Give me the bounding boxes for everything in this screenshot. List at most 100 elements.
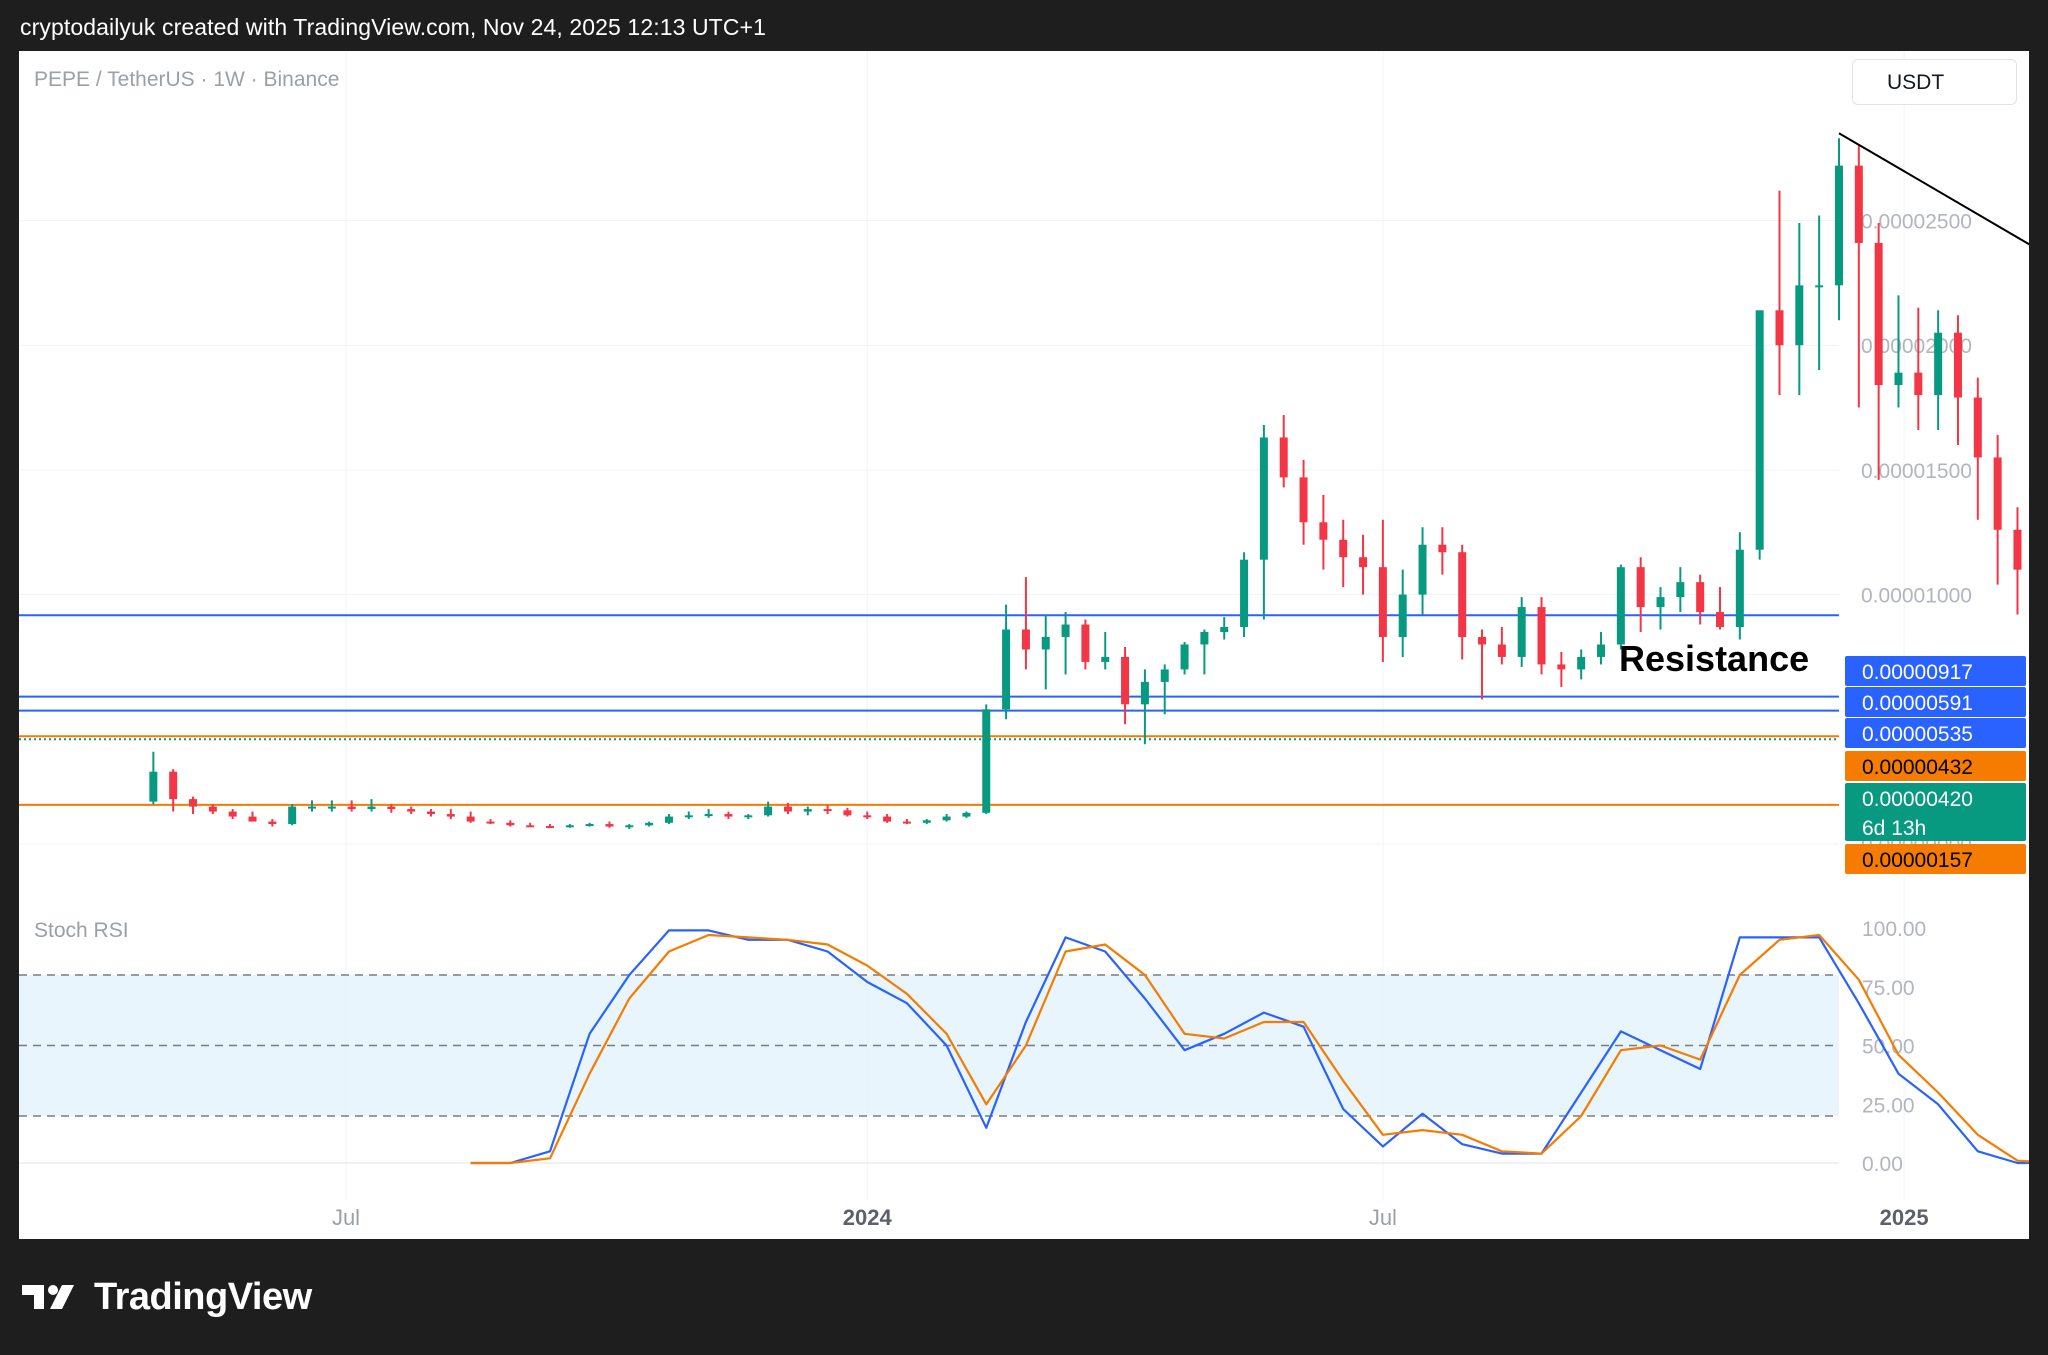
price-grid: [19, 51, 1905, 1201]
candle: [1319, 494, 1328, 570]
candle: [1140, 669, 1149, 745]
candle: [863, 811, 872, 820]
price-label-level-blue: 0.00000591: [1845, 687, 2026, 717]
candle: [308, 800, 317, 812]
currency-button[interactable]: USDT: [1852, 59, 2017, 105]
candle-body: [1517, 607, 1526, 657]
time-axis-tick: Jul: [332, 1205, 360, 1230]
candle-body: [1101, 656, 1110, 662]
price-label-text: 0.00000917: [1862, 661, 1973, 684]
price-axis-tick: 0.00001500: [1861, 460, 1972, 483]
candle-body: [1934, 332, 1943, 396]
candle-body: [1577, 656, 1586, 670]
candle-body: [1378, 567, 1387, 637]
price-label-text: 0.00000420: [1862, 788, 1973, 811]
candle-body: [942, 816, 951, 821]
price-label-bg: [1845, 687, 2026, 717]
candle: [744, 814, 753, 820]
candle: [1041, 614, 1050, 690]
candle-body: [327, 806, 336, 809]
candle: [1914, 307, 1923, 430]
chart-panel[interactable]: 0.00002500 0.00002000 0.00001500 0.00001000…: [19, 51, 2029, 1239]
candle-body: [407, 809, 416, 812]
candle: [823, 805, 832, 815]
candle: [1061, 612, 1070, 675]
candle: [407, 806, 416, 815]
chart-attribution: cryptodailyuk created with TradingView.c…: [20, 14, 766, 40]
price-label-level-orange: 0.00000157: [1845, 844, 2026, 874]
candle-body: [1775, 310, 1784, 346]
candle: [248, 811, 257, 822]
price-label-bg: [1845, 718, 2026, 748]
candle-body: [426, 811, 435, 815]
candle: [526, 822, 535, 828]
candle-body: [1894, 372, 1903, 386]
candle-body: [863, 815, 872, 818]
candle: [1359, 534, 1368, 595]
candle: [506, 820, 515, 827]
candle: [902, 819, 911, 825]
candle: [1418, 527, 1427, 615]
candle: [645, 821, 654, 827]
candle-body: [248, 816, 257, 822]
candle: [1696, 574, 1705, 625]
candle-body: [1537, 607, 1546, 665]
candle: [268, 819, 277, 827]
candle: [1458, 544, 1467, 660]
candle: [1101, 632, 1110, 670]
candle: [783, 802, 792, 815]
candle: [982, 704, 991, 815]
stoch-axis-tick: 75.00: [1862, 977, 1915, 1000]
candle-body: [367, 806, 376, 810]
candle: [684, 811, 693, 820]
candle-body: [823, 809, 832, 812]
candle: [1656, 587, 1665, 630]
candle-body: [347, 806, 356, 810]
candle: [228, 809, 237, 820]
candle-body: [585, 824, 594, 827]
resistance-annotation: Resistance: [1619, 638, 1809, 679]
candle-body: [1914, 372, 1923, 396]
candle-body: [1993, 457, 2002, 530]
candle-body: [1716, 612, 1725, 628]
candle: [1180, 641, 1189, 675]
price-label-last-price: 0.00000420 6d 13h: [1845, 783, 2026, 841]
candle-body: [1061, 624, 1070, 637]
tradingview-logo-text: TradingView: [94, 1275, 312, 1318]
price-axis-tick: 0.00002000: [1861, 335, 1972, 358]
candle: [1735, 532, 1744, 640]
candle: [149, 751, 158, 805]
candle-body: [883, 816, 892, 822]
candle: [1200, 629, 1209, 675]
price-axis-tick: 0.00001000: [1861, 585, 1972, 608]
price-label-text: 0.00000157: [1862, 849, 1973, 872]
candle-body: [1081, 624, 1090, 662]
candle: [1616, 564, 1625, 650]
stoch-rsi-pane: 100.00 75.00 50.00 25.00 0.00 Stoch RSI: [19, 918, 2029, 1176]
price-chart[interactable]: 0.00002500 0.00002000 0.00001500 0.00001000…: [19, 51, 2029, 1239]
candle: [1993, 434, 2002, 585]
candle: [347, 800, 356, 812]
candle-body: [1478, 636, 1487, 645]
candle-body: [1140, 681, 1149, 705]
candle: [387, 804, 396, 813]
candle: [1676, 567, 1685, 613]
candle-body: [744, 815, 753, 818]
candle-body: [1497, 644, 1506, 657]
time-axis-tick: Jul: [1369, 1205, 1397, 1230]
candle: [1160, 664, 1169, 715]
candle: [1497, 627, 1506, 665]
candle: [1934, 310, 1943, 430]
tradingview-logo-icon: [22, 1285, 74, 1309]
candle-body: [189, 799, 198, 807]
price-label-level-orange: 0.00000432: [1845, 751, 2026, 781]
candle: [625, 824, 634, 830]
price-label-level-blue: 0.00000917: [1845, 656, 2026, 686]
time-axis: Jul2024Jul2025Jul2026: [332, 1205, 1929, 1230]
stoch-axis-tick: 25.00: [1862, 1094, 1915, 1117]
candle-body: [169, 771, 178, 800]
candle-body: [1735, 549, 1744, 628]
candle-body: [1676, 582, 1685, 598]
stoch-line-d: [470, 933, 2029, 1165]
candle: [466, 811, 475, 823]
